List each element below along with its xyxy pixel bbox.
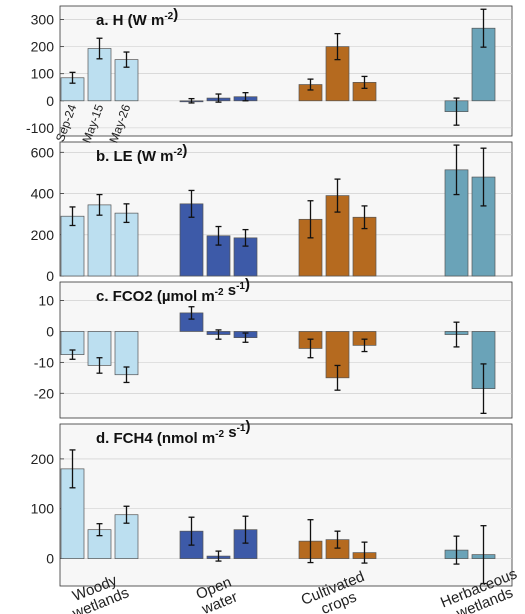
y-tick-label: -100 — [26, 120, 54, 136]
y-tick-label: 0 — [46, 323, 54, 339]
y-tick-label: 200 — [31, 227, 55, 243]
y-tick-label: 10 — [38, 293, 54, 309]
panel-title: d. FCH4 (nmol m-2 s-1) — [96, 418, 251, 447]
panel-title: a. H (W m-2) — [96, 6, 178, 29]
y-tick-label: 100 — [31, 66, 55, 82]
y-tick-label: 0 — [46, 268, 54, 284]
y-tick-label: 300 — [31, 12, 55, 28]
panel-3: -20 -10 0 10 c. FCO2 (µmol m-2 s-1) — [34, 276, 513, 419]
panel-background — [59, 423, 513, 587]
y-tick-label: -10 — [34, 354, 54, 370]
panel-1: -100 0 100 200 300 a. H (W m-2) — [26, 5, 513, 137]
panel-title: b. LE (W m-2) — [96, 142, 187, 165]
y-tick-label: 0 — [46, 551, 54, 567]
y-tick-label: 0 — [46, 93, 54, 109]
panel-title: c. FCO2 (µmol m-2 s-1) — [96, 276, 250, 305]
panel-2: 0 200 400 600 b. LE (W m-2) — [31, 141, 513, 284]
y-tick-label: 200 — [31, 451, 55, 467]
y-tick-label: 600 — [31, 144, 55, 160]
y-tick-label: 400 — [31, 186, 55, 202]
panel-4: 0 100 200 d. FCH4 (nmol m-2 s-1) — [31, 418, 513, 587]
y-tick-label: -20 — [34, 385, 54, 401]
y-tick-label: 200 — [31, 39, 55, 55]
y-tick-label: 100 — [31, 501, 55, 517]
